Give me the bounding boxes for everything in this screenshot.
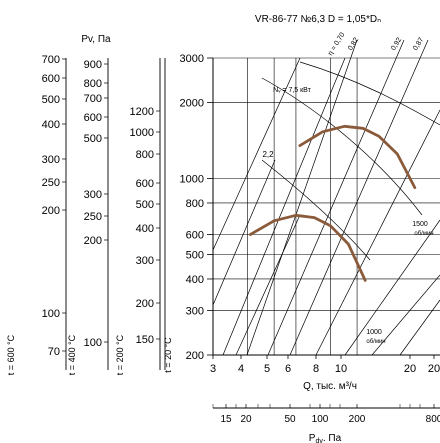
pv-tick-label: 100: [84, 337, 102, 349]
pdv-axis-label-unit: . Па: [323, 433, 342, 443]
efficiency-label: 0,87: [412, 36, 425, 51]
pv-scale-label: t = 200 °C: [115, 334, 125, 375]
pv-tick-label: 600: [42, 73, 60, 85]
speed-label-1500-unit: об/мин: [414, 231, 433, 237]
pv-tick-label: 300: [42, 154, 60, 166]
efficiency-line: [315, 109, 440, 356]
y-tick-label: 2000: [180, 97, 204, 109]
power-label: 2,2: [262, 150, 274, 159]
speed-label-1000: 1000: [366, 329, 382, 336]
pv-tick-label: 100: [42, 308, 60, 320]
pv-tick-label: 250: [84, 211, 102, 223]
pv-tick-label: 200: [42, 205, 60, 217]
x-tick-label: 6: [285, 363, 291, 375]
y-tick-label: 800: [186, 198, 204, 210]
pv-scale-label: t = 20 °C: [163, 337, 173, 373]
x-axis-label: Q, тыс. м³/ч: [303, 381, 357, 392]
pv-tick-label: 300: [136, 255, 154, 267]
y-tick-label: 600: [186, 230, 204, 242]
pv-tick-label: 800: [84, 78, 102, 90]
pdv-tick-label: 100: [312, 414, 329, 425]
efficiency-line: [399, 299, 440, 356]
efficiency-line: [222, 57, 346, 356]
pdv-tick-label: 15: [220, 414, 232, 425]
speed-label-1500: 1500: [412, 221, 428, 228]
efficiency-line: [267, 39, 405, 356]
y-tick-label: 1000: [180, 173, 204, 185]
power-curve: [299, 61, 440, 126]
chart-title: VR-86-77 №6,3 D = 1,05*Dₙ: [255, 14, 381, 25]
pv-tick-label: 700: [42, 54, 60, 66]
pv-tick-label: 70: [48, 346, 60, 358]
pv-tick-label: 200: [136, 298, 154, 310]
pv-tick-label: 500: [42, 94, 60, 106]
x-tick-label: 4: [238, 363, 244, 375]
pdv-axis-label: Pdv. Па: [309, 433, 342, 443]
pv-scale-label: t = 600 °C: [6, 334, 16, 375]
pv-tick-label: 800: [136, 149, 154, 161]
pv-tick-label: 300: [84, 189, 102, 201]
power-curve: [261, 159, 371, 261]
speed-label-1000-unit: об/мин: [366, 339, 385, 345]
pv-tick-label: 1200: [130, 106, 154, 118]
pv-title: Pv, Па: [81, 34, 111, 45]
efficiency-label: 0,92: [390, 36, 403, 51]
x-tick-label: 3: [210, 363, 216, 375]
pv-scale-label: t = 400 °C: [67, 334, 77, 375]
pdv-axis-label-sub: dv: [315, 438, 323, 443]
x-tick-label: 8: [313, 363, 319, 375]
pdv-tick-label: 20: [240, 414, 252, 425]
x-tick-label: 20: [428, 363, 440, 375]
y-tick-label: 400: [186, 274, 204, 286]
y-tick-label: 3000: [180, 53, 204, 65]
efficiency-line: [246, 39, 358, 356]
pv-tick-label: 600: [136, 178, 154, 190]
x-tick-label: 5: [264, 363, 270, 375]
efficiency-line: [212, 57, 301, 251]
pv-tick-label: 500: [136, 199, 154, 211]
efficiency-line: [212, 159, 276, 306]
efficiency-label: η = 0,70: [327, 31, 347, 56]
pv-tick-label: 400: [42, 119, 60, 131]
pv-tick-label: 500: [84, 133, 102, 145]
pv-tick-label: 150: [136, 334, 154, 346]
pv-tick-label: 1000: [130, 127, 154, 139]
pdv-axis-label-main: P: [309, 433, 316, 443]
efficiency-line: [344, 219, 440, 356]
pv-tick-label: 900: [84, 59, 102, 71]
x-tick-label: 10: [335, 363, 347, 375]
x-tick-label: 20: [404, 363, 416, 375]
power-curve: [261, 77, 423, 216]
pdv-tick-label: 800: [426, 414, 440, 425]
power-label: Nᵥ = 7,5 кВт: [273, 87, 311, 94]
pdv-tick-label: 50: [284, 414, 296, 425]
pv-tick-label: 600: [84, 112, 102, 124]
efficiency-line: [371, 274, 440, 356]
pv-tick-label: 250: [42, 177, 60, 189]
pdv-tick-label: 200: [349, 414, 366, 425]
pv-tick-label: 700: [84, 93, 102, 105]
efficiency-line: [235, 214, 301, 356]
efficiency-label: 0,82: [347, 36, 360, 51]
y-tick-label: 500: [186, 250, 204, 262]
speed-curve: [298, 124, 417, 189]
efficiency-line: [289, 39, 429, 356]
y-tick-label: 300: [186, 306, 204, 318]
y-tick-label: 200: [186, 350, 204, 362]
pv-tick-label: 200: [84, 235, 102, 247]
speed-curve: [249, 213, 367, 282]
pv-tick-label: 400: [136, 223, 154, 235]
